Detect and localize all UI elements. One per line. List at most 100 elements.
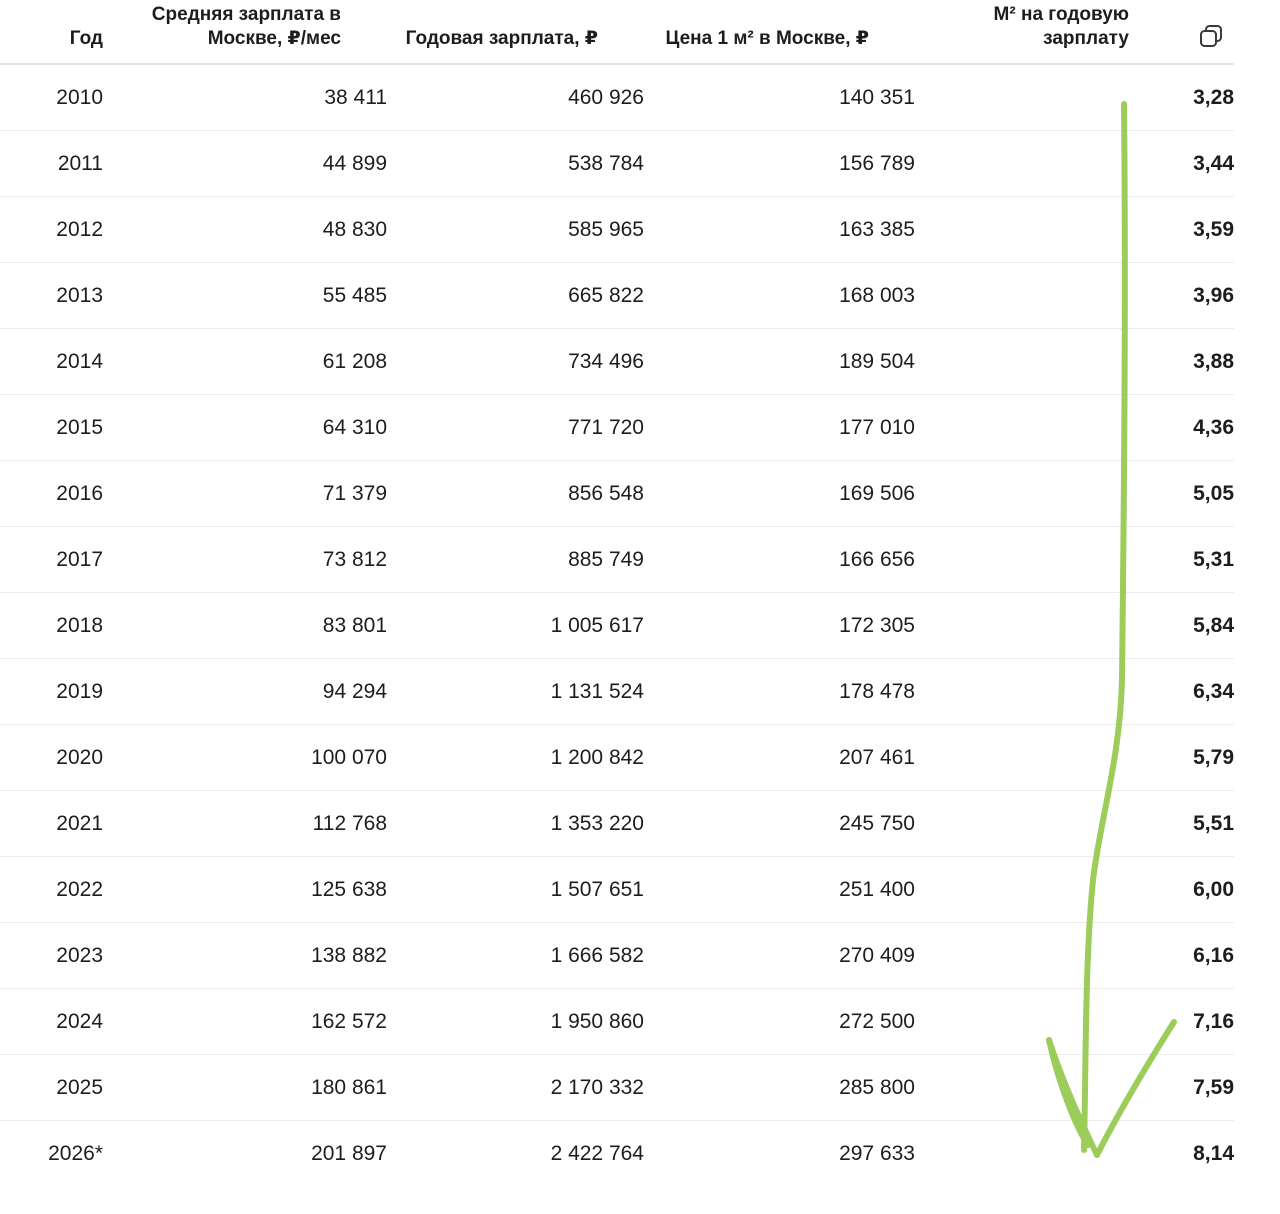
cell-m2-per-year: 3,96	[1193, 284, 1234, 307]
cell-price-per-m2: 285 800	[839, 1076, 915, 1099]
cell-m2-per-year: 7,16	[1193, 1010, 1234, 1033]
table-row: 2018 83 801 1 005 617 172 305 5,84	[0, 593, 1234, 659]
cell-avg-salary: 48 830	[322, 218, 387, 241]
table-row: 2019 94 294 1 131 524 178 478 6,34	[0, 659, 1234, 725]
cell-annual-salary: 665 822	[568, 284, 644, 307]
cell-annual-salary: 856 548	[568, 482, 644, 505]
cell-price-per-m2: 207 461	[839, 746, 915, 769]
cell-avg-salary: 73 812	[322, 548, 387, 571]
cell-avg-salary: 180 861	[311, 1076, 387, 1099]
cell-year: 2022	[56, 878, 103, 901]
cell-avg-salary: 71 379	[322, 482, 387, 505]
cell-price-per-m2: 168 003	[839, 284, 915, 307]
table-row: 2026* 201 897 2 422 764 297 633 8,14	[0, 1121, 1234, 1186]
table-row: 2012 48 830 585 965 163 385 3,59	[0, 197, 1234, 263]
table-header: Год Средняя зарплата в Москве, ₽/мес Год…	[0, 0, 1234, 65]
cell-annual-salary: 734 496	[568, 350, 644, 373]
cell-year: 2013	[56, 284, 103, 307]
header-avg-salary-line1: Средняя зарплата в	[151, 4, 341, 25]
cell-annual-salary: 1 005 617	[550, 614, 644, 637]
cell-annual-salary: 1 353 220	[550, 812, 644, 835]
cell-annual-salary: 885 749	[568, 548, 644, 571]
cell-year: 2026*	[48, 1142, 103, 1165]
cell-price-per-m2: 172 305	[839, 614, 915, 637]
header-year: Год	[69, 28, 103, 49]
cell-m2-per-year: 6,34	[1193, 680, 1234, 703]
cell-m2-per-year: 4,36	[1193, 416, 1234, 439]
cell-avg-salary: 162 572	[311, 1010, 387, 1033]
header-avg-salary-line2: Москве, ₽/мес	[207, 28, 341, 49]
cell-annual-salary: 1 950 860	[550, 1010, 644, 1033]
cell-price-per-m2: 178 478	[839, 680, 915, 703]
cell-avg-salary: 55 485	[322, 284, 387, 307]
cell-avg-salary: 61 208	[322, 350, 387, 373]
cell-m2-per-year: 6,16	[1193, 944, 1234, 967]
cell-avg-salary: 38 411	[324, 86, 387, 109]
cell-m2-per-year: 5,79	[1193, 746, 1234, 769]
header-avg-salary: Средняя зарплата в Москве, ₽/мес	[101, 3, 341, 51]
cell-year: 2012	[56, 218, 103, 241]
cell-annual-salary: 1 200 842	[550, 746, 644, 769]
cell-year: 2023	[56, 944, 103, 967]
table-row: 2021 112 768 1 353 220 245 750 5,51	[0, 791, 1234, 857]
header-annual-salary: Годовая зарплата, ₽	[405, 28, 598, 49]
cell-m2-per-year: 5,31	[1193, 548, 1234, 571]
cell-annual-salary: 460 926	[568, 86, 644, 109]
cell-year: 2025	[56, 1076, 103, 1099]
cell-avg-salary: 125 638	[311, 878, 387, 901]
table-row: 2010 38 411 460 926 140 351 3,28	[0, 65, 1234, 131]
cell-price-per-m2: 163 385	[839, 218, 915, 241]
cell-m2-per-year: 8,14	[1193, 1142, 1234, 1165]
cell-annual-salary: 538 784	[568, 152, 644, 175]
cell-avg-salary: 138 882	[311, 944, 387, 967]
cell-year: 2011	[57, 152, 103, 175]
cell-annual-salary: 771 720	[568, 416, 644, 439]
cell-price-per-m2: 272 500	[839, 1010, 915, 1033]
table-row: 2013 55 485 665 822 168 003 3,96	[0, 263, 1234, 329]
cell-m2-per-year: 6,00	[1193, 878, 1234, 901]
copy-icon[interactable]	[1198, 23, 1224, 49]
cell-avg-salary: 201 897	[311, 1142, 387, 1165]
cell-m2-per-year: 5,05	[1193, 482, 1234, 505]
table-row: 2017 73 812 885 749 166 656 5,31	[0, 527, 1234, 593]
cell-year: 2024	[56, 1010, 103, 1033]
cell-annual-salary: 1 131 524	[550, 680, 644, 703]
cell-avg-salary: 83 801	[322, 614, 387, 637]
table-row: 2011 44 899 538 784 156 789 3,44	[0, 131, 1234, 197]
table-row: 2016 71 379 856 548 169 506 5,05	[0, 461, 1234, 527]
table-row: 2015 64 310 771 720 177 010 4,36	[0, 395, 1234, 461]
cell-price-per-m2: 140 351	[839, 86, 915, 109]
cell-m2-per-year: 3,28	[1193, 86, 1234, 109]
header-m2-per-year-line1: М² на годовую	[993, 4, 1129, 25]
cell-price-per-m2: 156 789	[839, 152, 915, 175]
cell-m2-per-year: 7,59	[1193, 1076, 1234, 1099]
header-m2-per-year: М² на годовую зарплату	[929, 3, 1129, 51]
table-body: 2010 38 411 460 926 140 351 3,28 2011 44 899 53…	[0, 65, 1234, 1186]
cell-m2-per-year: 5,84	[1193, 614, 1234, 637]
data-table: Год Средняя зарплата в Москве, ₽/мес Год…	[0, 0, 1234, 1186]
cell-m2-per-year: 3,59	[1193, 218, 1234, 241]
table-row: 2022 125 638 1 507 651 251 400 6,00	[0, 857, 1234, 923]
cell-year: 2014	[56, 350, 103, 373]
cell-year: 2020	[56, 746, 103, 769]
cell-year: 2019	[56, 680, 103, 703]
cell-price-per-m2: 297 633	[839, 1142, 915, 1165]
table-row: 2024 162 572 1 950 860 272 500 7,16	[0, 989, 1234, 1055]
cell-avg-salary: 100 070	[311, 746, 387, 769]
cell-annual-salary: 1 666 582	[550, 944, 644, 967]
cell-price-per-m2: 245 750	[839, 812, 915, 835]
table-row: 2025 180 861 2 170 332 285 800 7,59	[0, 1055, 1234, 1121]
header-m2-per-year-line2: зарплату	[1043, 28, 1129, 49]
cell-avg-salary: 112 768	[312, 812, 387, 835]
cell-annual-salary: 1 507 651	[550, 878, 644, 901]
cell-price-per-m2: 251 400	[839, 878, 915, 901]
cell-annual-salary: 585 965	[568, 218, 644, 241]
cell-annual-salary: 2 170 332	[550, 1076, 644, 1099]
cell-price-per-m2: 169 506	[839, 482, 915, 505]
cell-price-per-m2: 270 409	[839, 944, 915, 967]
table-row: 2014 61 208 734 496 189 504 3,88	[0, 329, 1234, 395]
cell-m2-per-year: 3,88	[1193, 350, 1234, 373]
cell-year: 2021	[56, 812, 103, 835]
cell-price-per-m2: 189 504	[839, 350, 915, 373]
cell-year: 2010	[56, 86, 103, 109]
